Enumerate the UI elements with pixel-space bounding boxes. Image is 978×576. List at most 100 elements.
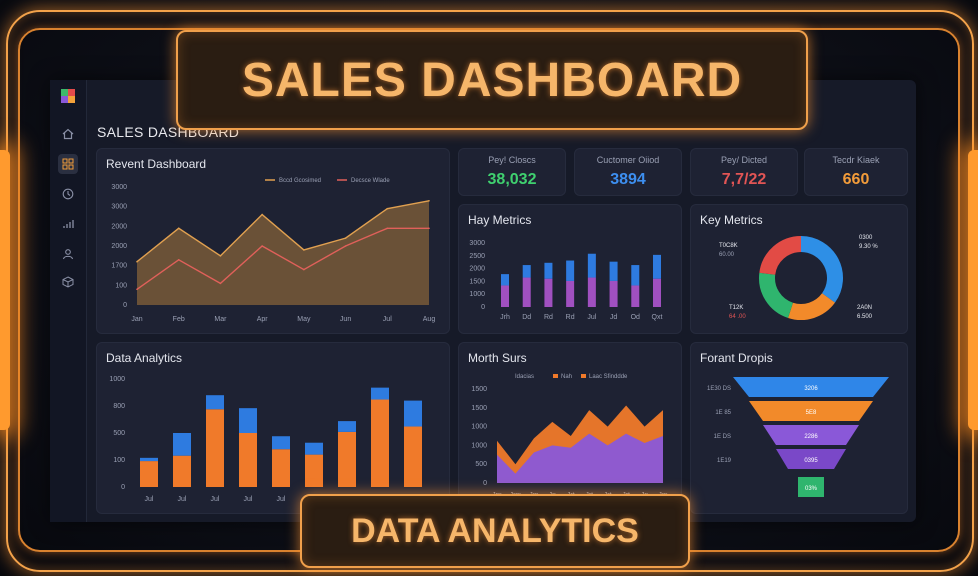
x-tick-label: Jd xyxy=(610,314,618,321)
data-point xyxy=(177,258,180,261)
bar-segment xyxy=(522,277,531,307)
right-glow-bar xyxy=(968,150,978,430)
card-title: Forant Dropis xyxy=(700,351,773,365)
home-icon[interactable] xyxy=(58,124,78,144)
funnel-value: 2286 xyxy=(804,434,818,440)
donut-slice xyxy=(800,236,843,303)
key-label: T0C8K xyxy=(719,243,738,249)
funnel-value: 0395 xyxy=(804,458,818,464)
funnel-label: 1E30 DS xyxy=(707,386,731,392)
bar-segment xyxy=(338,431,356,487)
y-tick-label: 1500 xyxy=(469,278,485,285)
app-logo-icon xyxy=(61,89,75,103)
bar-segment xyxy=(522,265,531,278)
y-tick-label: 100 xyxy=(113,457,125,464)
bar-segment xyxy=(501,285,509,307)
x-tick-label: Jul xyxy=(178,496,187,503)
y-tick-label: 0 xyxy=(483,480,487,487)
y-tick-label: 2000 xyxy=(111,223,127,230)
data-analytics-chart: 10008005001000JulJulJulJulJulJulJulJulJu… xyxy=(109,376,422,503)
x-tick-label: Feb xyxy=(173,316,185,323)
banner-subtitle: DATA ANALYTICS xyxy=(300,494,690,568)
kpi-card[interactable]: Tecdr Kiaek 660 xyxy=(804,148,908,196)
bar-segment xyxy=(631,265,640,286)
funnel-label: 1E 85 xyxy=(715,410,731,416)
bar-segment xyxy=(173,455,191,487)
morth-surs-chart: Idacias Nah Laac Sfinddde 1500 1500 1000 10… xyxy=(471,374,668,499)
y-tick-label: 0 xyxy=(481,304,485,311)
key-sublabel: 64 .00 xyxy=(729,314,746,320)
funnel-value: 5E8 xyxy=(806,410,817,416)
area-fill xyxy=(137,200,429,305)
x-tick-label: May xyxy=(297,316,311,323)
area-series xyxy=(497,433,663,483)
x-tick-label: Apr xyxy=(257,316,269,323)
left-glow-bar xyxy=(0,150,10,430)
hay-metrics-card: Hay Metrics 3000 2500 2000 1500 1000 0 Jrh Dd Rd… xyxy=(458,204,682,334)
key-metrics-donut: T0C8K 60.00 0300 9.30 % T12K 64 .00 2A0N… xyxy=(719,235,878,320)
bar-segment xyxy=(305,454,323,487)
morth-surs-card: Morth Surs Idacias Nah Laac Sfinddde 150… xyxy=(458,342,682,514)
x-tick-label: Od xyxy=(631,314,640,321)
key-sublabel: 9.30 % xyxy=(859,244,878,250)
bar-segment xyxy=(173,433,191,456)
bar-segment xyxy=(371,399,389,487)
bar-segment xyxy=(609,261,618,281)
x-tick-label: Aug xyxy=(423,316,436,323)
y-tick-label: 3000 xyxy=(469,240,485,247)
x-tick-label: Rd xyxy=(566,314,575,321)
funnel-chart: 3206 1E30 DS 5E8 1E 85 2286 1E DS 0395 1E19 03% xyxy=(707,377,889,497)
card-title: Data Analytics xyxy=(106,351,183,365)
funnel-card: Forant Dropis 3206 1E30 DS 5E8 1E 85 2286 1E … xyxy=(690,342,908,514)
y-tick-label: 800 xyxy=(113,403,125,410)
y-tick-label: 0 xyxy=(123,302,127,309)
bar-segment xyxy=(587,253,596,278)
data-point xyxy=(428,227,430,230)
legend-label: Bccd Gcosimed xyxy=(279,178,321,184)
key-metrics-card: Key Metrics T0C8K 60.00 0300 9.30 % T12K… xyxy=(690,204,908,334)
donut-slice xyxy=(759,236,802,276)
bar-segment xyxy=(501,274,509,286)
legend-label: Laac Sfinddde xyxy=(589,374,628,380)
bar-segment xyxy=(404,426,422,487)
funnel-label: 1E DS xyxy=(714,434,731,440)
user-icon[interactable] xyxy=(58,244,78,264)
y-tick-label: 3000 xyxy=(111,184,127,191)
key-sublabel: 60.00 xyxy=(719,252,735,258)
y-tick-label: 1000 xyxy=(469,291,485,298)
bar-segment xyxy=(544,278,553,307)
y-tick-label: 1500 xyxy=(471,386,487,393)
signal-icon[interactable] xyxy=(58,214,78,234)
kpi-card[interactable]: Pey! Closcs 38,032 xyxy=(458,148,566,196)
data-point xyxy=(386,207,389,210)
kpi-label: Tecdr Kiaek xyxy=(832,155,880,165)
clock-icon[interactable] xyxy=(58,184,78,204)
kpi-card[interactable]: Pey/ Dicted 7,7/22 xyxy=(690,148,798,196)
sidebar xyxy=(50,80,87,522)
y-tick-label: 0 xyxy=(121,484,125,491)
key-label: 2A0N xyxy=(857,305,872,311)
data-point xyxy=(303,249,305,251)
banner-title: SALES DASHBOARD xyxy=(176,30,808,130)
y-tick-label: 100 xyxy=(115,282,127,289)
x-tick-label: Jul xyxy=(211,496,220,503)
y-tick-label: 500 xyxy=(113,430,125,437)
donut-slice xyxy=(759,272,794,318)
kpi-label: Pey! Closcs xyxy=(488,155,536,165)
funnel-label: 1E19 xyxy=(717,458,732,464)
data-point xyxy=(428,199,430,202)
key-sublabel: 6.500 xyxy=(857,314,873,320)
dashboard-window: SALES DASHBOARD Pey! Closcs 38,032 Cucto… xyxy=(50,80,916,522)
x-tick-label: Jul xyxy=(145,496,154,503)
card-title: Revent Dashboard xyxy=(106,157,207,171)
funnel-value: 03% xyxy=(805,486,818,492)
data-point xyxy=(344,237,347,239)
kpi-value: 3894 xyxy=(610,171,646,188)
x-tick-label: Jul xyxy=(277,496,286,503)
box-icon[interactable] xyxy=(58,272,78,292)
y-tick-label: 1000 xyxy=(471,442,487,449)
funnel-stage xyxy=(798,477,824,497)
key-label: T12K xyxy=(729,305,743,311)
grid-icon[interactable] xyxy=(58,154,78,174)
kpi-card[interactable]: Cuctomer Oiiod 3894 xyxy=(574,148,682,196)
